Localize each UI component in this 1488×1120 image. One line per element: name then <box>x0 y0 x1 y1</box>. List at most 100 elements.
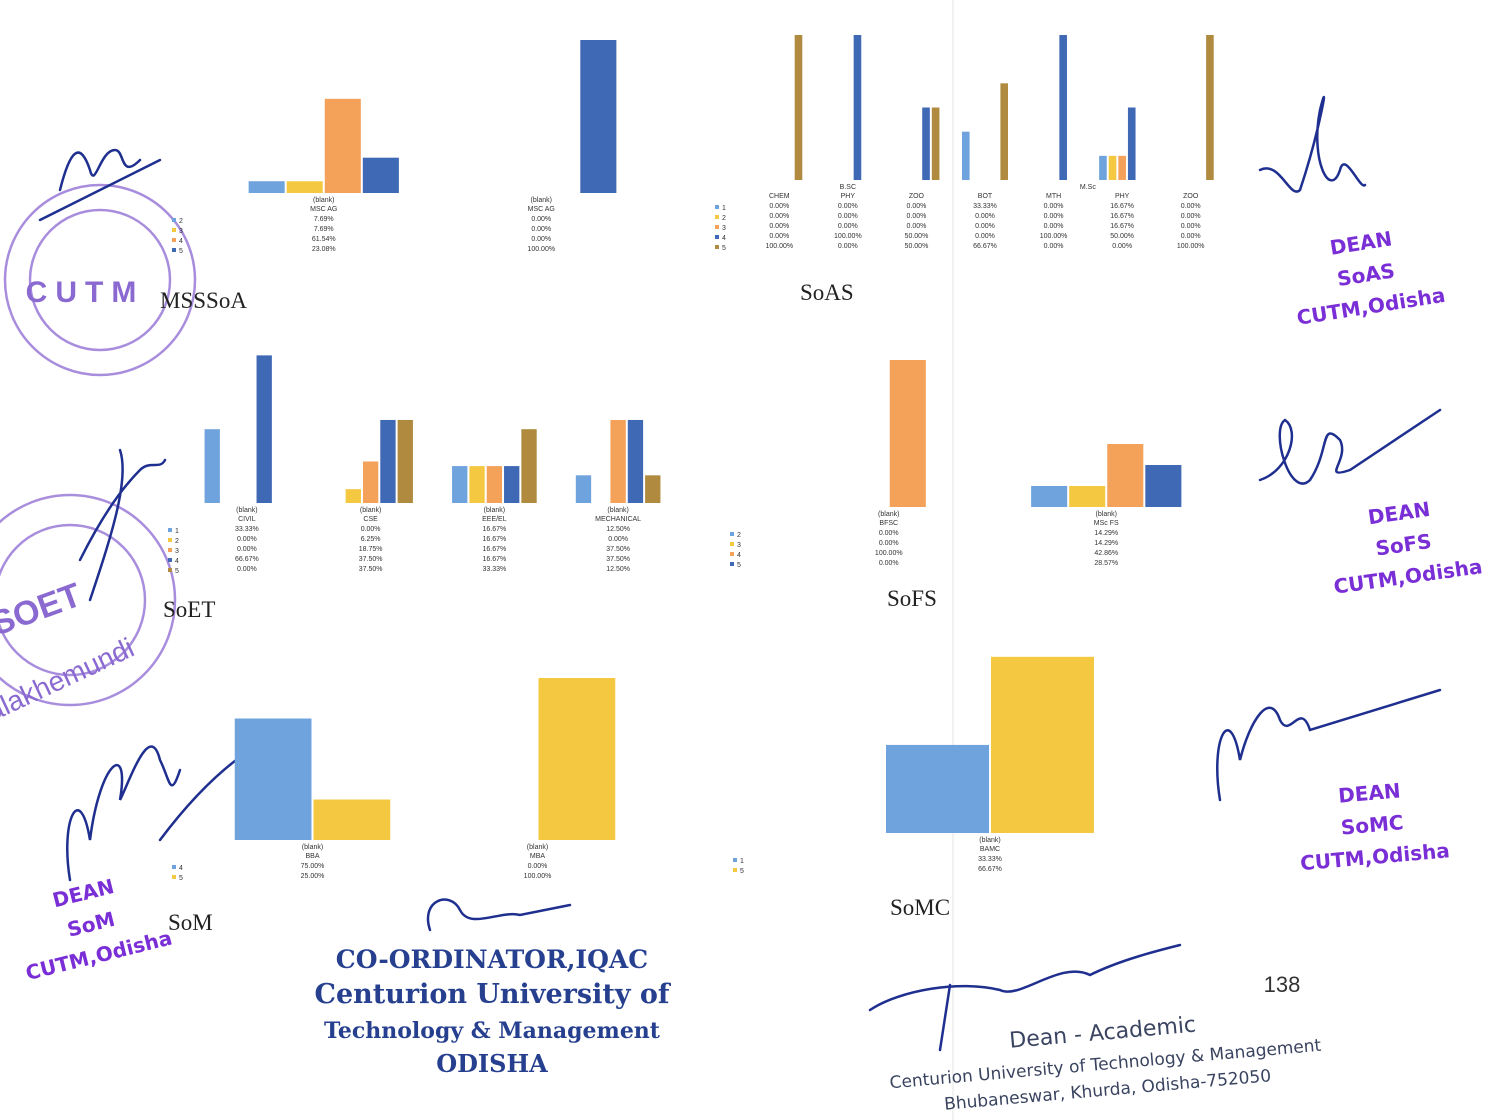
stamp-rings <box>0 183 197 707</box>
table-value: 16.67% <box>483 536 507 543</box>
chart-title: SoM <box>168 910 213 935</box>
category-label: BBA <box>305 853 319 860</box>
bar <box>486 466 503 503</box>
bar <box>1127 107 1136 180</box>
legend-label: 4 <box>722 235 726 242</box>
table-value: 16.67% <box>1110 223 1134 230</box>
category-label: MSc FS <box>1094 520 1119 527</box>
table-value: 50.00% <box>1110 233 1134 240</box>
bar <box>1000 83 1008 180</box>
group-label: M.Sc <box>1080 184 1096 191</box>
iqac-line: ODISHA <box>436 1049 548 1078</box>
bar <box>889 360 926 507</box>
table-value: 0.00% <box>361 526 381 533</box>
legend-swatch <box>172 248 176 252</box>
category-label: ZOO <box>909 193 925 200</box>
legend-swatch <box>168 528 172 532</box>
legend-label: 4 <box>179 865 183 872</box>
bar <box>324 98 361 193</box>
bar <box>991 656 1094 833</box>
dean-stamp-line: SoMC <box>1340 810 1405 839</box>
legend-swatch <box>168 538 172 542</box>
bar <box>521 429 537 503</box>
table-value: 100.00% <box>1177 243 1205 250</box>
group-label: (blank) <box>531 197 552 204</box>
bar <box>397 419 413 503</box>
table-value: 0.00% <box>1181 233 1201 240</box>
table-value: 0.00% <box>608 536 628 543</box>
table-value: 28.57% <box>1094 560 1118 567</box>
legend-label: 3 <box>179 228 183 235</box>
table-value: 0.00% <box>237 546 257 553</box>
table-value: 37.50% <box>359 566 383 573</box>
bar <box>886 744 989 833</box>
table-value: 61.54% <box>312 236 336 243</box>
table-value: 18.75% <box>359 546 383 553</box>
category-label: BAMC <box>980 846 1000 853</box>
bar <box>469 466 485 503</box>
table-value: 66.67% <box>235 556 259 563</box>
legend-label: 1 <box>175 528 179 535</box>
signature <box>426 898 572 932</box>
category-label: MBA <box>530 853 546 860</box>
legend-label: 5 <box>722 245 726 252</box>
category-label: MTH <box>1046 193 1061 200</box>
table-value: 25.00% <box>301 873 325 880</box>
category-label: CHEM <box>769 193 790 200</box>
bar <box>962 131 970 180</box>
group-label: (blank) <box>878 511 899 518</box>
chart-title: MSSSoA <box>160 288 247 313</box>
legend-swatch <box>172 228 176 232</box>
group-label: B.SC <box>840 184 856 191</box>
iqac-line: Centurion University of <box>314 979 671 1010</box>
category-label: EEE/EL <box>482 516 507 523</box>
stamp-ring <box>0 523 147 677</box>
bar <box>248 181 285 193</box>
legend-swatch <box>715 225 719 229</box>
legend-label: 2 <box>722 215 726 222</box>
stamp-ring <box>0 493 177 707</box>
category-label: MSC AG <box>310 206 337 213</box>
legend-label: 4 <box>179 238 183 245</box>
bar <box>580 40 617 193</box>
table-value: 100.00% <box>1040 233 1068 240</box>
bar <box>1108 155 1117 180</box>
table-value: 16.67% <box>1110 203 1134 210</box>
table-value: 100.00% <box>875 550 903 557</box>
table-value: 7.69% <box>314 216 334 223</box>
table-value: 33.33% <box>978 856 1002 863</box>
page-number: 138 <box>1264 972 1301 997</box>
bar <box>794 35 803 180</box>
legend-swatch <box>730 532 734 536</box>
legend-swatch <box>730 542 734 546</box>
legend-swatch <box>730 562 734 566</box>
bar <box>256 355 272 503</box>
signature <box>1258 408 1442 485</box>
table-value: 33.33% <box>973 203 997 210</box>
chart-title: SoAS <box>800 280 854 305</box>
category-label: PHY <box>1115 193 1130 200</box>
table-value: 100.00% <box>524 873 552 880</box>
legend-swatch <box>730 552 734 556</box>
category-label: CIVIL <box>238 516 256 523</box>
legend-label: 1 <box>722 205 726 212</box>
table-value: 0.00% <box>838 243 858 250</box>
chart-title: SoFS <box>887 586 937 611</box>
table-value: 0.00% <box>1044 203 1064 210</box>
legend-label: 1 <box>740 858 744 865</box>
chart-title: SoET <box>163 597 215 622</box>
legend-label: 5 <box>737 562 741 569</box>
legend-label: 4 <box>737 552 741 559</box>
table-value: 0.00% <box>237 566 257 573</box>
table-value: 75.00% <box>301 863 325 870</box>
table-value: 0.00% <box>1181 223 1201 230</box>
legend-label: 3 <box>737 542 741 549</box>
group-label: (blank) <box>1096 511 1117 518</box>
bar <box>853 35 862 180</box>
table-value: 0.00% <box>769 213 789 220</box>
table-value: 100.00% <box>834 233 862 240</box>
bar <box>645 475 661 503</box>
table-value: 0.00% <box>1181 203 1201 210</box>
table-value: 0.00% <box>838 223 858 230</box>
